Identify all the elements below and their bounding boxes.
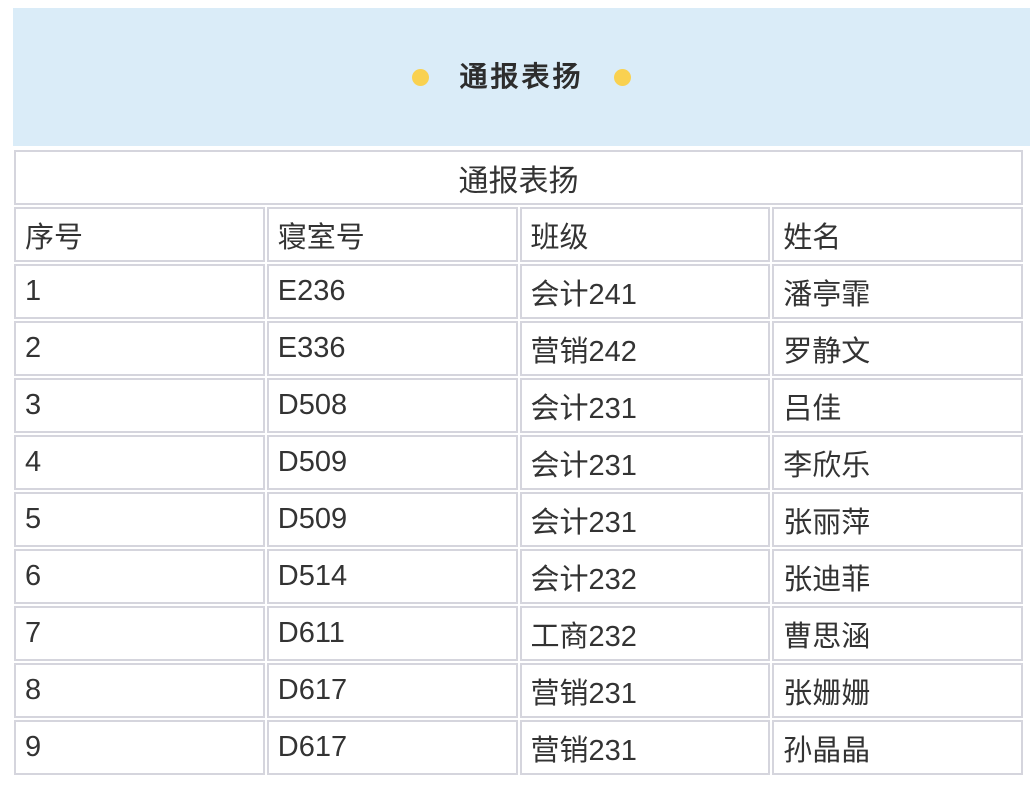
column-header-class: 班级 bbox=[519, 207, 771, 262]
table-cell-dorm: D508 bbox=[266, 378, 518, 433]
table-cell-name: 张迪菲 bbox=[772, 549, 1023, 604]
table-row: 3 D508 会计231 吕佳 bbox=[14, 378, 1023, 433]
table-cell-dorm: E236 bbox=[266, 264, 518, 319]
table-cell-dorm: E336 bbox=[266, 321, 518, 376]
commendation-table: 通报表扬 序号 寝室号 班级 姓名 1 E236 会计241 潘亭霏 2 E336 营销242 罗静… bbox=[12, 148, 1025, 777]
table-title-row: 通报表扬 bbox=[14, 150, 1023, 205]
table-cell-name: 张姗姗 bbox=[772, 663, 1023, 718]
table-cell-index: 4 bbox=[14, 435, 265, 490]
table-cell-name: 李欣乐 bbox=[772, 435, 1023, 490]
table-row: 6 D514 会计232 张迪菲 bbox=[14, 549, 1023, 604]
table-cell-index: 1 bbox=[14, 264, 265, 319]
column-header-name: 姓名 bbox=[772, 207, 1023, 262]
table-row: 9 D617 营销231 孙晶晶 bbox=[14, 720, 1023, 775]
table-title: 通报表扬 bbox=[14, 150, 1023, 205]
table-cell-class: 会计231 bbox=[519, 435, 771, 490]
table-cell-name: 潘亭霏 bbox=[772, 264, 1023, 319]
table-cell-index: 5 bbox=[14, 492, 265, 547]
yellow-dot-icon bbox=[412, 68, 430, 86]
commendation-table-container: 通报表扬 序号 寝室号 班级 姓名 1 E236 会计241 潘亭霏 2 E336 营销242 罗静… bbox=[12, 148, 1025, 777]
table-row: 1 E236 会计241 潘亭霏 bbox=[14, 264, 1023, 319]
table-cell-dorm: D514 bbox=[266, 549, 518, 604]
table-cell-name: 吕佳 bbox=[772, 378, 1023, 433]
table-cell-name: 张丽萍 bbox=[772, 492, 1023, 547]
table-cell-name: 孙晶晶 bbox=[772, 720, 1023, 775]
table-cell-class: 工商232 bbox=[519, 606, 771, 661]
table-cell-index: 3 bbox=[14, 378, 265, 433]
table-cell-index: 7 bbox=[14, 606, 265, 661]
table-cell-index: 2 bbox=[14, 321, 265, 376]
table-cell-class: 营销242 bbox=[519, 321, 771, 376]
table-cell-dorm: D509 bbox=[266, 435, 518, 490]
table-cell-class: 营销231 bbox=[519, 663, 771, 718]
table-cell-dorm: D509 bbox=[266, 492, 518, 547]
table-row: 4 D509 会计231 李欣乐 bbox=[14, 435, 1023, 490]
table-row: 5 D509 会计231 张丽萍 bbox=[14, 492, 1023, 547]
table-row: 8 D617 营销231 张姗姗 bbox=[14, 663, 1023, 718]
table-cell-index: 6 bbox=[14, 549, 265, 604]
table-body: 通报表扬 序号 寝室号 班级 姓名 1 E236 会计241 潘亭霏 2 E336 营销242 罗静… bbox=[14, 150, 1023, 775]
table-cell-name: 罗静文 bbox=[772, 321, 1023, 376]
yellow-dot-icon bbox=[613, 68, 631, 86]
table-row: 2 E336 营销242 罗静文 bbox=[14, 321, 1023, 376]
table-cell-index: 8 bbox=[14, 663, 265, 718]
commendation-banner: 通报表扬 bbox=[13, 8, 1030, 146]
table-cell-class: 会计231 bbox=[519, 378, 771, 433]
table-header-row: 序号 寝室号 班级 姓名 bbox=[14, 207, 1023, 262]
table-cell-name: 曹思涵 bbox=[772, 606, 1023, 661]
banner-title: 通报表扬 bbox=[459, 61, 584, 92]
table-cell-dorm: D611 bbox=[266, 606, 518, 661]
table-cell-class: 会计231 bbox=[519, 492, 771, 547]
column-header-dorm: 寝室号 bbox=[266, 207, 518, 262]
column-header-index: 序号 bbox=[14, 207, 265, 262]
table-cell-dorm: D617 bbox=[266, 663, 518, 718]
table-cell-class: 会计241 bbox=[519, 264, 771, 319]
table-cell-index: 9 bbox=[14, 720, 265, 775]
table-cell-class: 营销231 bbox=[519, 720, 771, 775]
table-cell-class: 会计232 bbox=[519, 549, 771, 604]
table-cell-dorm: D617 bbox=[266, 720, 518, 775]
table-row: 7 D611 工商232 曹思涵 bbox=[14, 606, 1023, 661]
